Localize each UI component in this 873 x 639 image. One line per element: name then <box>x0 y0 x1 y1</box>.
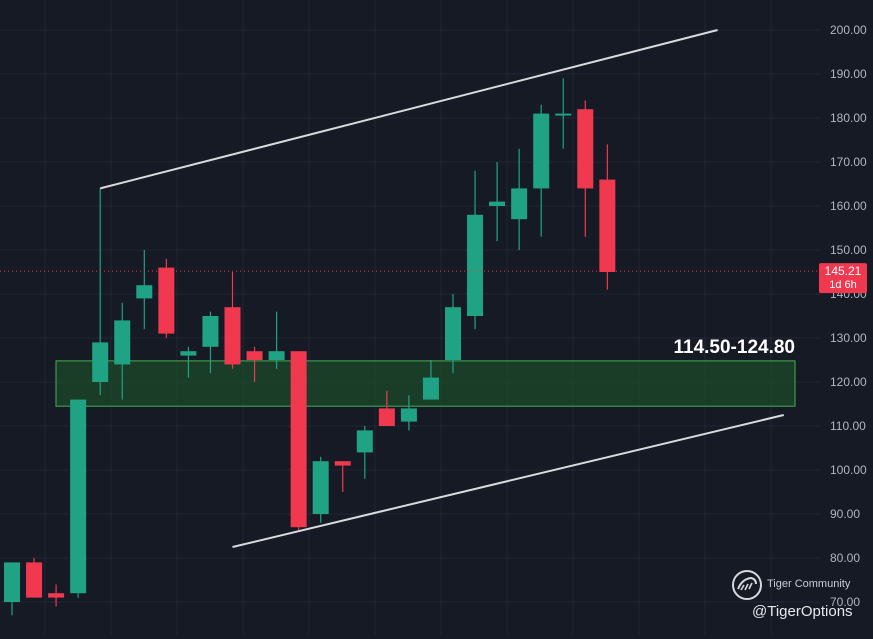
price-tick-label: 170.00 <box>830 155 867 169</box>
candle-body <box>290 351 307 528</box>
candle-body <box>92 342 109 382</box>
price-tick-label: 180.00 <box>830 111 867 125</box>
candle-body <box>422 377 439 400</box>
candle-body <box>489 201 506 206</box>
candle-body <box>70 399 87 594</box>
candle-body <box>378 408 395 426</box>
candle-body <box>445 307 461 360</box>
candle-body <box>114 320 131 365</box>
price-tick-label: 90.00 <box>830 507 860 521</box>
watermark-community: Tiger Community <box>767 578 851 590</box>
price-tick-label: 80.00 <box>830 551 860 565</box>
candle-body <box>158 267 175 334</box>
price-tick-label: 130.00 <box>830 331 867 345</box>
price-badge-bg <box>819 263 867 294</box>
candle-body <box>577 109 594 189</box>
price-tick-label: 120.00 <box>830 375 867 389</box>
candle-body <box>26 562 43 598</box>
price-tick-label: 100.00 <box>830 463 867 477</box>
candle-body <box>48 593 65 598</box>
candle-body <box>4 562 20 602</box>
tiger-community-logo-icon <box>732 570 762 600</box>
candle-body <box>555 113 572 116</box>
price-tick-label: 160.00 <box>830 199 867 213</box>
candles <box>4 78 616 616</box>
watermark-handle: @TigerOptions <box>752 603 853 620</box>
zone-label: 114.50-124.80 <box>673 337 795 358</box>
price-tick-label: 150.00 <box>830 243 867 257</box>
price-tick-label: 200.00 <box>830 23 867 37</box>
candle-body <box>180 351 197 356</box>
trendlines <box>99 29 784 548</box>
price-badge-countdown: 1d 6h <box>829 279 857 291</box>
candle-body <box>312 461 329 514</box>
price-tick-label: 70.00 <box>830 595 860 609</box>
candle-body <box>136 285 153 299</box>
candle-body <box>224 307 241 365</box>
trendline <box>232 414 784 548</box>
candle-body <box>511 188 528 220</box>
trendline <box>99 29 718 190</box>
candle-body <box>400 408 417 422</box>
price-tick-label: 110.00 <box>830 419 866 433</box>
candle-body <box>356 430 373 453</box>
grid <box>0 0 820 634</box>
candle-body <box>334 461 351 466</box>
price-axis: 200.00190.00180.00170.00160.00150.00140.… <box>830 23 867 609</box>
candle-body <box>467 214 484 316</box>
candle-body <box>268 351 285 360</box>
candle-body <box>246 351 263 360</box>
price-tick-label: 190.00 <box>830 67 867 81</box>
candle-body <box>599 179 616 272</box>
candle-body <box>202 316 219 347</box>
candle-body <box>533 113 550 189</box>
price-badge-value: 145.21 <box>825 264 862 278</box>
